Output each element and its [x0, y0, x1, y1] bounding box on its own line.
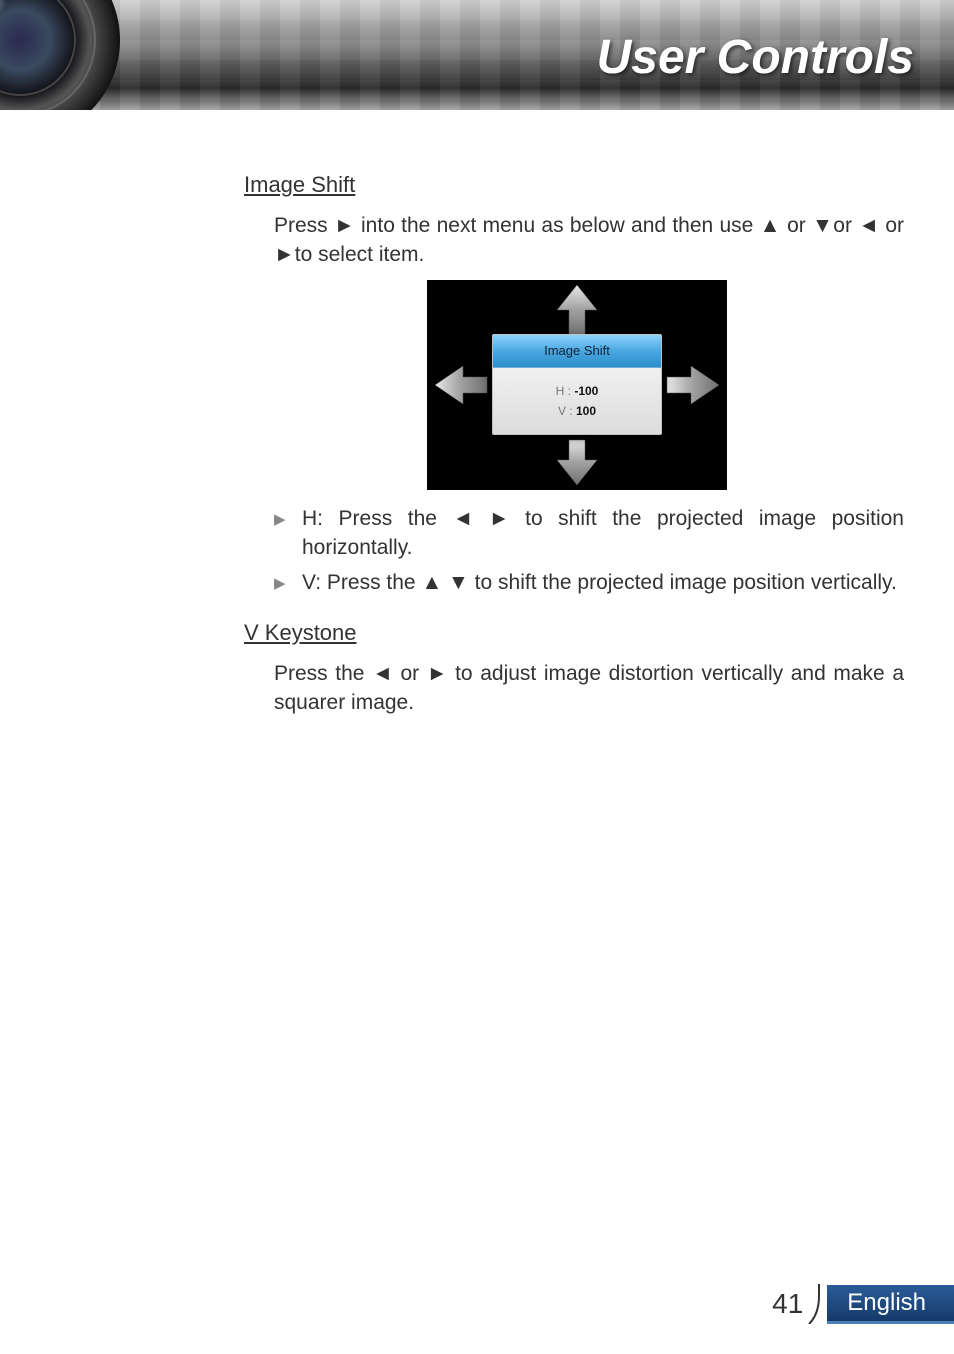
panel-title: Image Shift: [493, 335, 661, 368]
v-value: 100: [576, 404, 596, 418]
image-shift-heading: Image Shift: [244, 170, 904, 201]
h-row: H : -100: [493, 383, 661, 400]
bullet-h: ▶ H: Press the ◄ ► to shift the projecte…: [274, 504, 904, 563]
v-keystone-text: Press the ◄ or ► to adjust image distort…: [274, 659, 904, 718]
page-header: User Controls: [0, 0, 954, 110]
image-shift-intro: Press ► into the next menu as below and …: [274, 211, 904, 270]
page-footer: 41 English: [772, 1284, 954, 1324]
panel-body: H : -100 V : 100: [493, 368, 661, 435]
image-shift-panel: Image Shift H : -100 V : 100: [492, 334, 662, 436]
bullet-h-text: H: Press the ◄ ► to shift the projected …: [302, 504, 904, 563]
bullet-v-text: V: Press the ▲ ▼ to shift the projected …: [302, 568, 904, 597]
image-shift-figure: Image Shift H : -100 V : 100: [427, 280, 727, 490]
page-number: 41: [772, 1288, 803, 1320]
v-row: V : 100: [493, 403, 661, 420]
language-bar: English: [827, 1285, 954, 1324]
bullet-icon: ▶: [274, 504, 302, 563]
footer-divider: [807, 1284, 827, 1324]
lens-corner-decoration: [0, 0, 140, 110]
h-label: H :: [556, 384, 571, 398]
bullet-icon: ▶: [274, 568, 302, 597]
v-keystone-heading: V Keystone: [244, 618, 904, 649]
page-title: User Controls: [597, 30, 914, 85]
v-label: V :: [558, 404, 573, 418]
page-content: Image Shift Press ► into the next menu a…: [0, 110, 954, 717]
h-value: -100: [574, 384, 598, 398]
image-shift-figure-wrap: Image Shift H : -100 V : 100: [250, 280, 904, 490]
bullet-v: ▶ V: Press the ▲ ▼ to shift the projecte…: [274, 568, 904, 597]
